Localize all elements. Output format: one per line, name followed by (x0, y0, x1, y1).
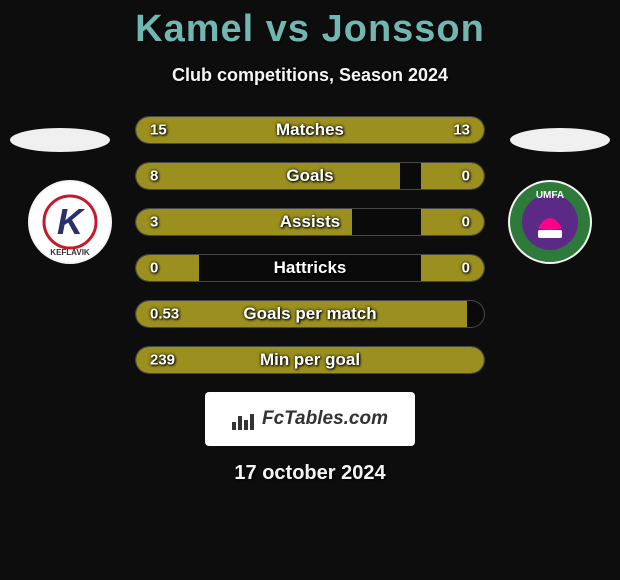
stat-left-value: 15 (150, 122, 167, 139)
brand-badge[interactable]: FcTables.com (205, 392, 415, 446)
stat-bar: 8 0 Goals (135, 162, 485, 190)
stat-label: Matches (276, 120, 344, 140)
stat-label: Assists (280, 212, 340, 232)
stat-label: Hattricks (274, 258, 347, 278)
stat-row: 0 0 Hattricks (0, 254, 620, 282)
stat-left-value: 3 (150, 214, 158, 231)
stat-row: 239 Min per goal (0, 346, 620, 374)
brand-text: FcTables.com (262, 408, 388, 430)
stat-row: 0.53 Goals per match (0, 300, 620, 328)
stat-label: Min per goal (260, 350, 360, 370)
stat-bar: 0.53 Goals per match (135, 300, 485, 328)
stat-right-value: 13 (453, 122, 470, 139)
stat-left-value: 8 (150, 168, 158, 185)
stat-label: Goals per match (243, 304, 376, 324)
stat-bar: 0 0 Hattricks (135, 254, 485, 282)
stats-container: 15 13 Matches 8 0 Goals 3 0 Assists 0 0 Hattricks 0.… (0, 116, 620, 374)
stat-row: 15 13 Matches (0, 116, 620, 144)
subtitle: Club competitions, Season 2024 (0, 65, 620, 86)
stat-bar: 239 Min per goal (135, 346, 485, 374)
stat-row: 8 0 Goals (0, 162, 620, 190)
stat-row: 3 0 Assists (0, 208, 620, 236)
stat-bar: 3 0 Assists (135, 208, 485, 236)
stat-left-value: 0.53 (150, 306, 179, 323)
date-stamp: 17 october 2024 (0, 462, 620, 485)
stat-right-value: 0 (462, 214, 470, 231)
stat-left-value: 0 (150, 260, 158, 277)
stat-right-value: 0 (462, 260, 470, 277)
bars-icon (232, 408, 256, 430)
stat-left-value: 239 (150, 352, 175, 369)
page-title: Kamel vs Jonsson (0, 0, 620, 51)
stat-label: Goals (286, 166, 333, 186)
stat-right-value: 0 (462, 168, 470, 185)
stat-bar: 15 13 Matches (135, 116, 485, 144)
